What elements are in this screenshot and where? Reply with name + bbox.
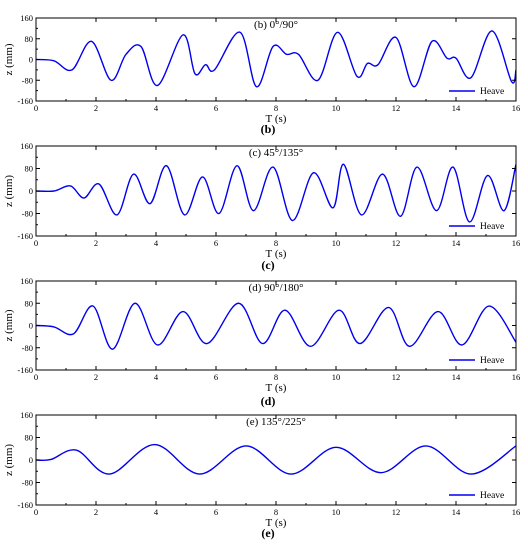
chart-panel-b: 0 2 4 6 8 10 12 14 16 -160 -80 0 80 160 (b) 0°/90° z (m… [3, 13, 520, 136]
x-axis-label: T (s) [266, 382, 287, 394]
x-tick-label: 12 [392, 507, 401, 517]
x-tick-label: 10 [332, 507, 341, 517]
panel-caption: (e) [261, 526, 274, 540]
x-tick-label: 8 [274, 372, 278, 382]
y-tick-label: 160 [20, 13, 33, 23]
x-tick-label: 16 [512, 507, 521, 517]
series-line-heave [36, 443, 516, 475]
x-tick-label: 6 [214, 372, 218, 382]
legend-label: Heave [480, 87, 504, 97]
chart-title: (d) 90°/180° [249, 282, 304, 294]
chart-title: (e) 135°/225° [246, 416, 306, 428]
x-axis-label: T (s) [266, 248, 287, 260]
x-tick-label: 0 [34, 103, 38, 113]
series-line-heave [36, 302, 516, 350]
y-tick-label: -80 [22, 478, 33, 488]
y-tick-label: 160 [20, 141, 33, 151]
x-axis-label: T (s) [266, 517, 287, 529]
legend-label: Heave [480, 491, 504, 501]
series-line-heave [36, 163, 516, 223]
y-tick-label: -160 [17, 231, 33, 241]
x-tick-label: 8 [274, 507, 278, 517]
x-tick-label: 12 [392, 372, 401, 382]
x-tick-label: 4 [154, 507, 159, 517]
x-tick-label: 14 [452, 507, 461, 517]
y-tick-label: 0 [29, 321, 33, 331]
y-tick-label: -160 [17, 96, 33, 106]
y-tick-label: 80 [25, 34, 34, 44]
y-tick-label: 160 [20, 276, 33, 286]
panel-caption: (c) [261, 258, 274, 272]
y-tick-label: 80 [25, 298, 34, 308]
chart-panel-e: 0 2 4 6 8 10 12 14 16 -160 -80 0 80 160 (e) 135°/225° z… [3, 410, 520, 540]
y-tick-label: -160 [17, 500, 33, 510]
x-tick-label: 10 [332, 103, 341, 113]
x-tick-label: 2 [94, 507, 98, 517]
x-tick-label: 8 [274, 103, 278, 113]
x-tick-label: 12 [392, 103, 401, 113]
x-tick-label: 6 [214, 507, 218, 517]
legend-label: Heave [480, 222, 504, 232]
chart-panel-d: 0 2 4 6 8 10 12 14 16 -160 -80 0 80 160 (d) 90°/180° z … [3, 276, 520, 408]
x-axis-label: T (s) [266, 113, 287, 125]
y-axis-label: z (mm) [3, 444, 15, 476]
y-tick-label: -80 [22, 75, 33, 85]
x-tick-label: 2 [94, 372, 98, 382]
x-tick-label: 16 [512, 103, 521, 113]
y-tick-label: 80 [25, 433, 34, 443]
x-tick-label: 16 [512, 238, 521, 248]
y-tick-label: 80 [25, 164, 34, 174]
x-tick-label: 10 [332, 238, 341, 248]
plot-frame [35, 414, 517, 506]
x-tick-label: 10 [332, 372, 341, 382]
y-tick-label: 0 [29, 455, 33, 465]
y-tick-label: -160 [17, 365, 33, 375]
y-tick-label: -80 [22, 209, 33, 219]
chart-title: (b) 0°/90° [254, 19, 298, 31]
y-tick-label: 0 [29, 55, 33, 65]
x-tick-label: 0 [34, 238, 38, 248]
x-tick-label: 4 [154, 103, 159, 113]
x-tick-label: 4 [154, 372, 159, 382]
y-tick-label: -80 [22, 343, 33, 353]
chart-title: (c) 45°/135° [249, 147, 303, 159]
y-axis-label: z (mm) [3, 43, 15, 75]
x-tick-label: 6 [214, 238, 218, 248]
x-tick-label: 14 [452, 238, 461, 248]
x-tick-label: 14 [452, 103, 461, 113]
x-tick-label: 6 [214, 103, 218, 113]
chart-panel-c: 0 2 4 6 8 10 12 14 16 -160 -80 0 80 160 (c) 45°/135° z … [3, 141, 520, 272]
series-line-heave [36, 30, 516, 88]
y-axis-label: z (mm) [3, 175, 15, 207]
x-tick-label: 14 [452, 372, 461, 382]
y-tick-label: 0 [29, 186, 33, 196]
plot-frame [35, 280, 517, 371]
y-tick-label: 160 [20, 410, 33, 420]
x-tick-label: 8 [274, 238, 278, 248]
panel-caption: (b) [261, 122, 276, 136]
legend-label: Heave [480, 356, 504, 366]
y-axis-label: z (mm) [3, 309, 15, 341]
x-tick-label: 2 [94, 103, 98, 113]
x-tick-label: 0 [34, 507, 38, 517]
x-tick-label: 12 [392, 238, 401, 248]
panel-caption: (d) [261, 394, 276, 408]
x-tick-label: 2 [94, 238, 98, 248]
x-tick-label: 4 [154, 238, 159, 248]
x-tick-label: 16 [512, 372, 521, 382]
x-tick-label: 0 [34, 372, 38, 382]
